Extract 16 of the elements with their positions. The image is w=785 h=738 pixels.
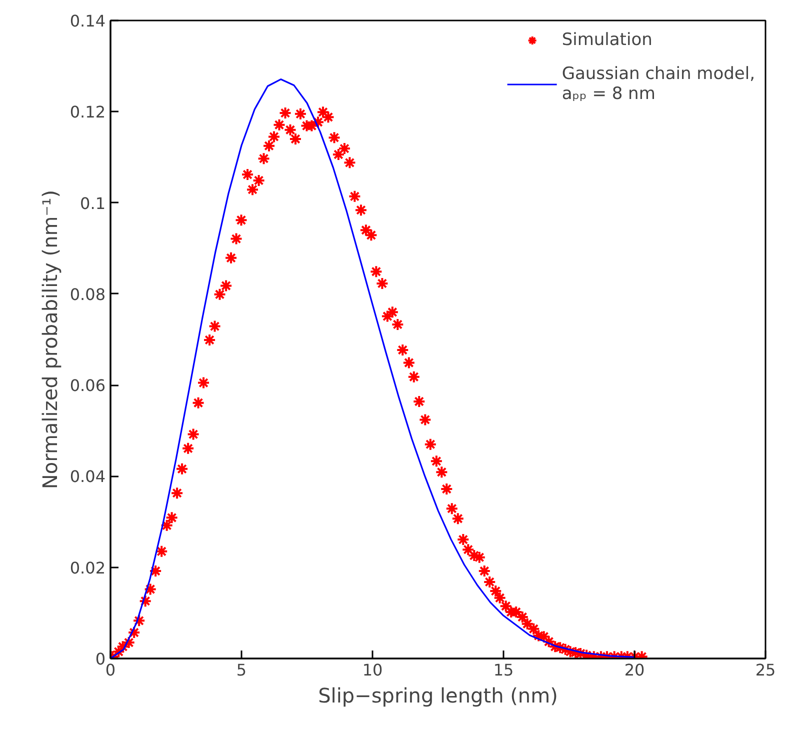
legend-label: Simulation bbox=[562, 30, 652, 50]
y-tick-label: 0.14 bbox=[70, 12, 106, 30]
legend-label: Gaussian chain model, aₚₚ = 8 nm bbox=[562, 64, 755, 104]
y-tick-label: 0.04 bbox=[70, 467, 106, 486]
x-axis-title: Slip−spring length (nm) bbox=[318, 684, 558, 708]
x-tick-label: 5 bbox=[236, 660, 247, 680]
x-tick-label: 25 bbox=[755, 660, 776, 680]
y-tick-label: 0.06 bbox=[70, 376, 106, 396]
x-tick-label: 10 bbox=[362, 660, 383, 680]
x-tick-label: 15 bbox=[493, 660, 514, 680]
y-tick-label: 0.08 bbox=[70, 284, 106, 304]
y-tick-label: 0.02 bbox=[70, 558, 106, 578]
x-tick-label: 20 bbox=[624, 660, 645, 680]
y-tick-label: 0.1 bbox=[80, 194, 106, 213]
y-tick-label: 0.12 bbox=[70, 102, 106, 122]
y-axis-title: Normalized probability (nm⁻¹) bbox=[38, 190, 62, 490]
